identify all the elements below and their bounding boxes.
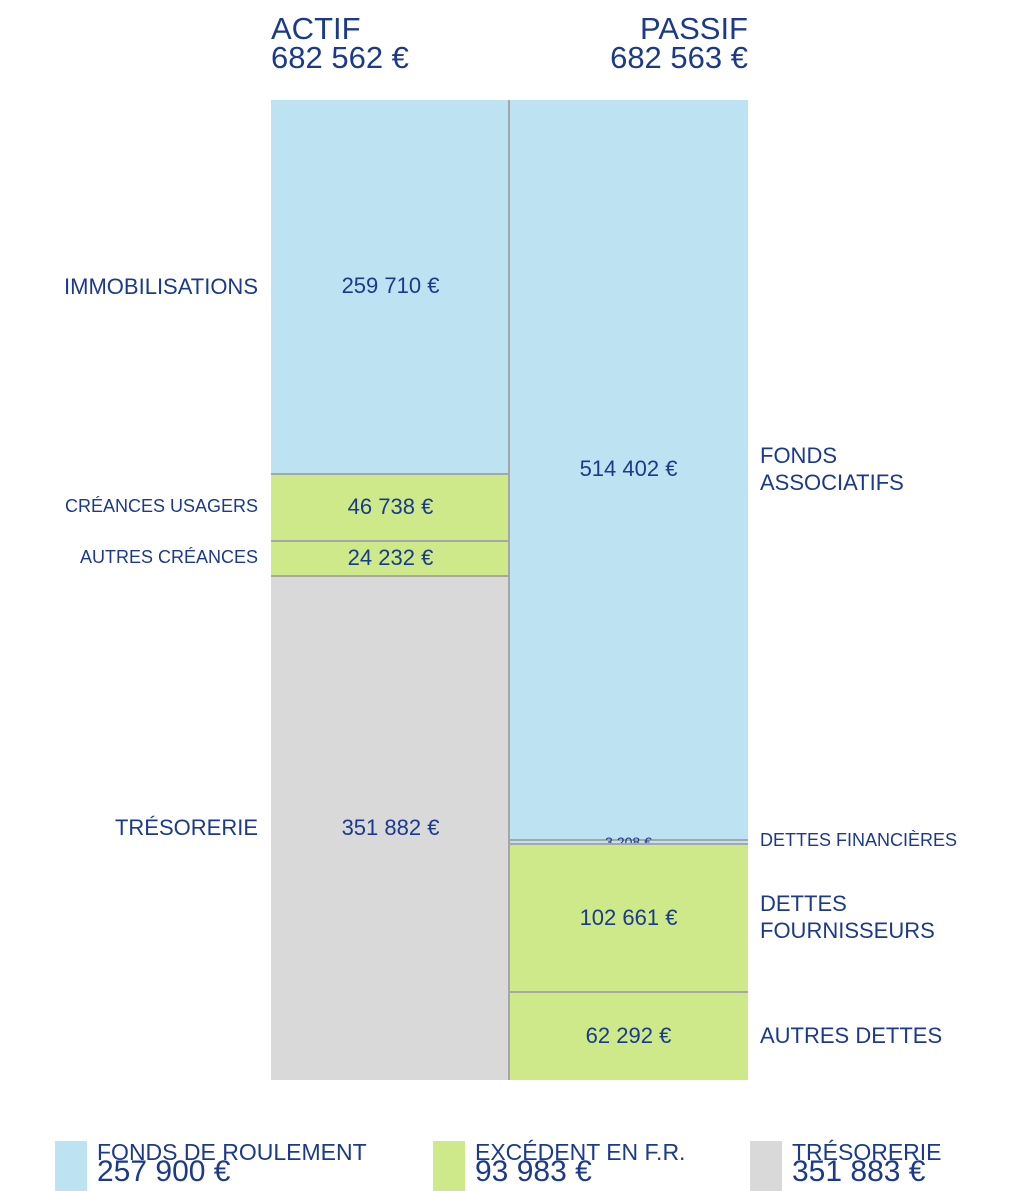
column-title: PASSIF xyxy=(640,11,748,46)
segment-value: 46 738 € xyxy=(347,494,434,520)
column-divider xyxy=(508,100,510,1080)
legend-value: 257 900 € xyxy=(97,1155,231,1188)
column-total: 682 563 € xyxy=(610,40,748,75)
segment-value: 102 661 € xyxy=(579,904,678,930)
legend-swatch xyxy=(750,1141,782,1191)
legend-name: EXCÉDENT EN F.R. xyxy=(475,1139,686,1165)
segment-value: 259 710 € xyxy=(341,273,440,299)
segment-label: DETTES FINANCIÈRES xyxy=(760,830,958,851)
segment: 24 232 € xyxy=(271,539,510,575)
segment-value: 24 232 € xyxy=(347,545,434,571)
column-total: 682 562 € xyxy=(271,40,409,75)
segment-value: 514 402 € xyxy=(579,456,678,482)
legend-swatch xyxy=(55,1141,87,1191)
legend-name: TRÉSORERIE xyxy=(792,1139,942,1165)
segment-value: 351 882 € xyxy=(341,815,440,841)
legend-value: 93 983 € xyxy=(475,1155,592,1188)
column-title: ACTIF xyxy=(271,11,361,46)
legend-name: FONDS DE ROULEMENT xyxy=(97,1139,367,1165)
segment: 259 710 € xyxy=(271,100,510,473)
segment-label: IMMOBILISATIONS xyxy=(64,273,258,299)
legend-value: 351 883 € xyxy=(792,1155,926,1188)
segment-value: 62 292 € xyxy=(585,1023,672,1049)
segment-label: AUTRES DETTES xyxy=(760,1022,943,1048)
legend-swatch xyxy=(433,1141,465,1191)
segment-label: FONDS ASSOCIATIFS xyxy=(760,443,904,496)
segment: 46 738 € xyxy=(271,472,510,540)
segment: 102 661 € xyxy=(509,843,748,991)
segment-label: AUTRES CRÉANCES xyxy=(79,546,258,567)
segment-label: CRÉANCES USAGERS xyxy=(64,495,258,516)
segment-label: DETTES FOURNISSEURS xyxy=(760,890,935,943)
segment: 351 882 € xyxy=(271,574,510,1080)
segment: 62 292 € xyxy=(509,990,748,1080)
segment-label: TRÉSORERIE xyxy=(114,814,258,840)
segment: 514 402 € xyxy=(509,100,748,839)
